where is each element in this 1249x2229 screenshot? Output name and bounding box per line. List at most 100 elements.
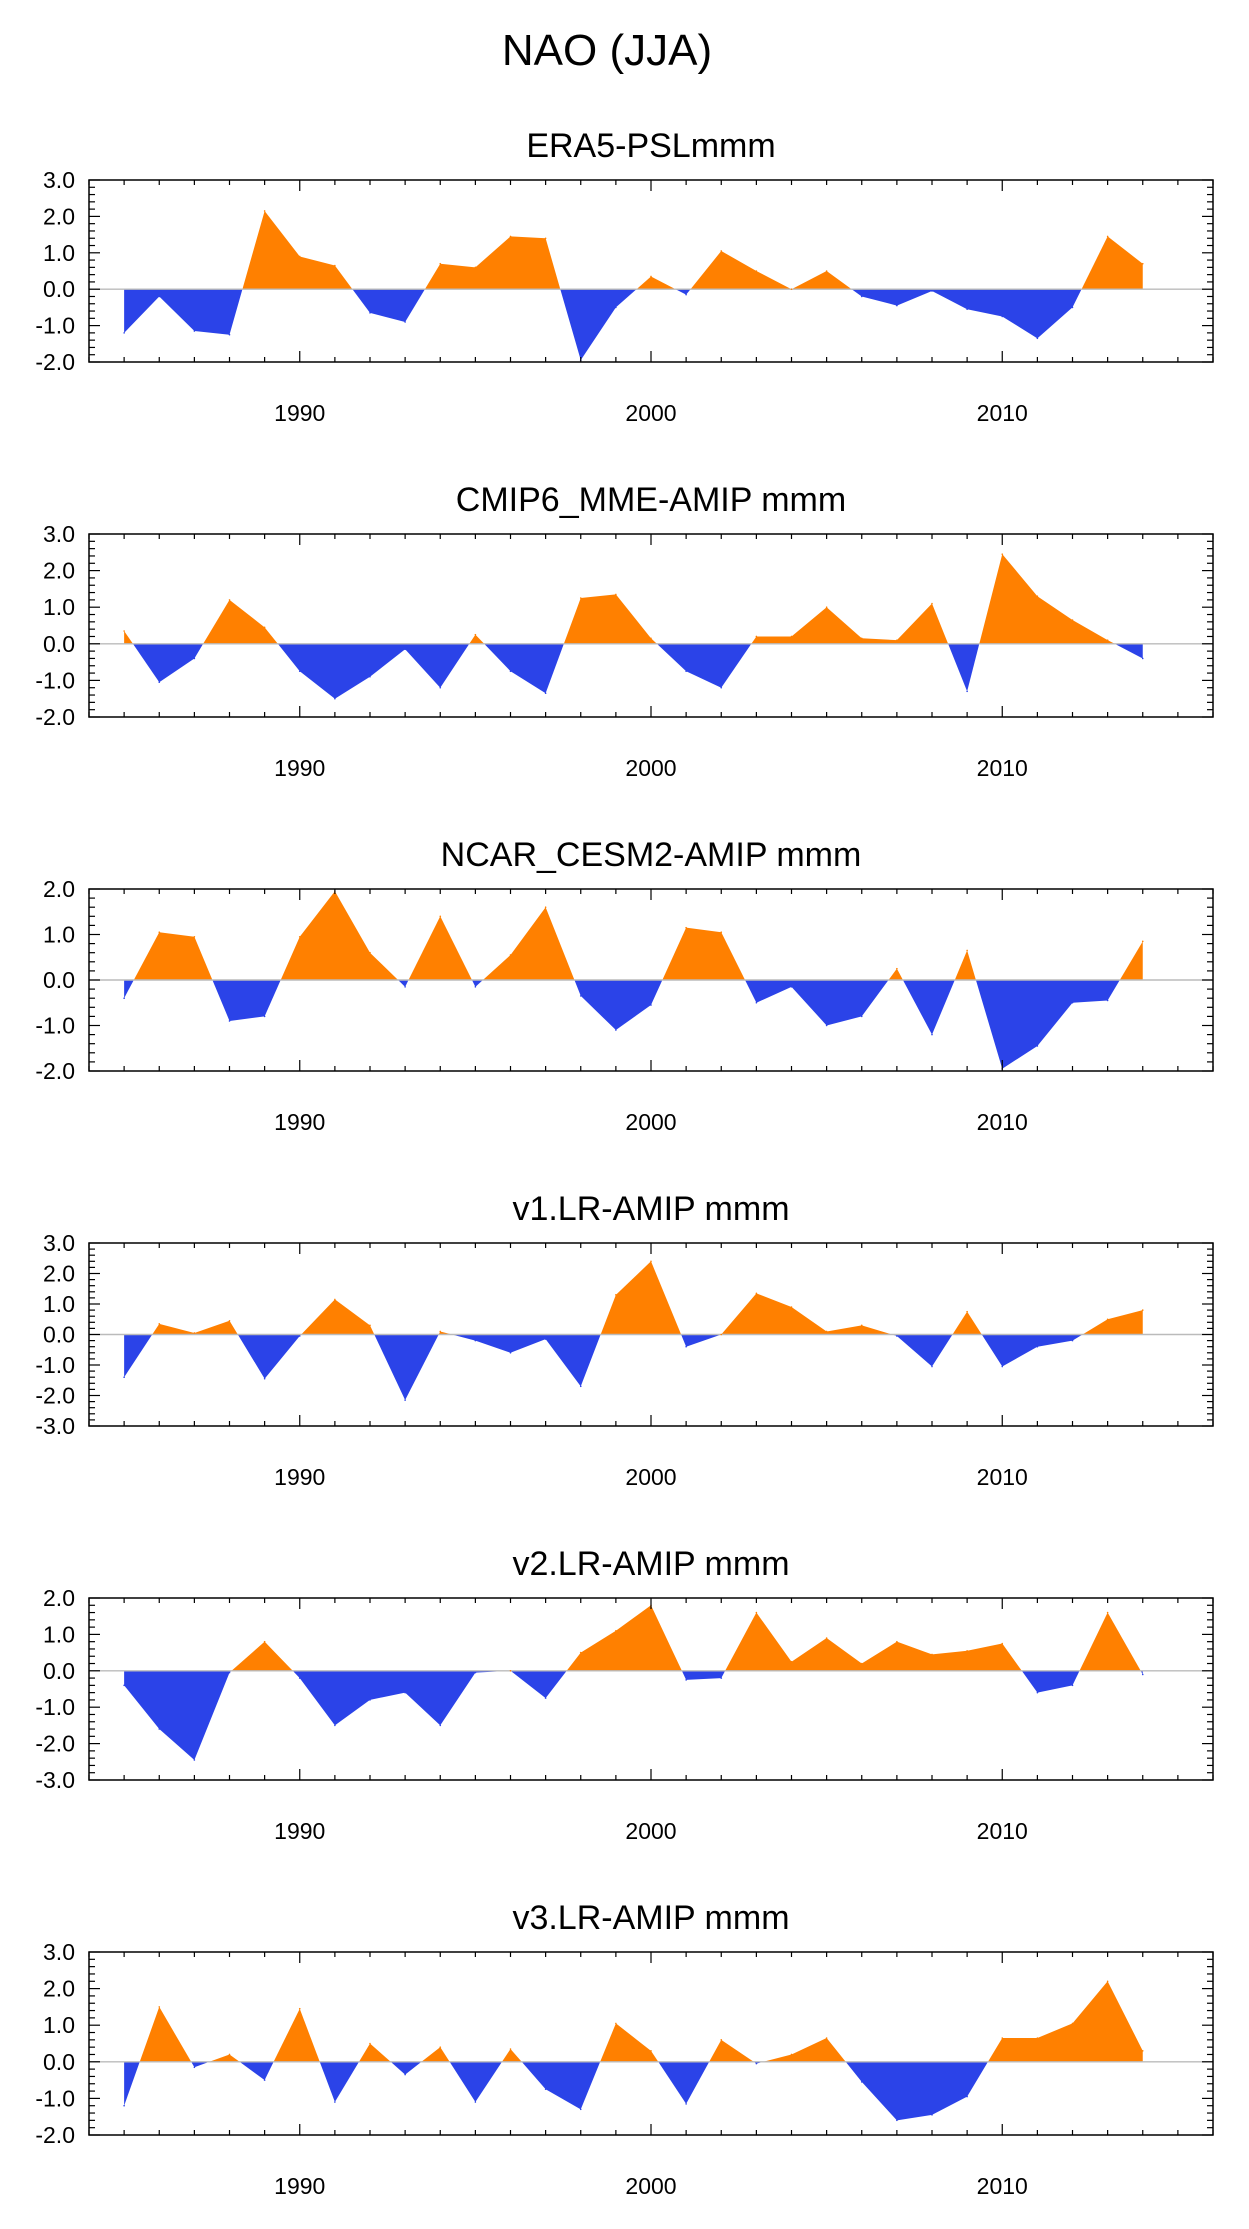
y-tick-label: -3.0: [35, 1767, 75, 1793]
negative-area: [471, 980, 483, 987]
data-point: [1036, 1691, 1039, 1694]
negative-area: [124, 1334, 153, 1378]
positive-area: [1081, 236, 1143, 290]
data-point: [685, 293, 687, 296]
negative-area: [237, 1334, 302, 1379]
negative-area: [851, 289, 1082, 339]
x-ticks: [88, 889, 1214, 1071]
positive-area: [408, 916, 472, 980]
data-point: [509, 954, 512, 956]
data-point: [825, 2037, 828, 2039]
data-points: [123, 1604, 1144, 1761]
data-point: [298, 2007, 301, 2010]
x-tick-label: 2000: [625, 2173, 676, 2199]
data-point: [263, 210, 266, 212]
positive-area: [280, 891, 399, 980]
data-point: [158, 2006, 161, 2008]
data-point: [263, 1015, 266, 1018]
data-point: [755, 2062, 758, 2065]
data-point: [966, 1310, 968, 1313]
data-point: [158, 295, 161, 298]
data-point: [1071, 1001, 1074, 1004]
data-point: [1036, 1345, 1039, 1348]
positive-area: [954, 950, 976, 980]
y-tick-labels: 3.0 2.0 1.0 0.0 -1.0 -2.0: [35, 521, 75, 730]
x-ticks: [88, 1243, 1214, 1426]
y-tick-label: 2.0: [43, 876, 75, 902]
data-point: [1141, 1673, 1144, 1676]
panel-title: NCAR_CESM2-AMIP mmm: [441, 836, 862, 874]
data-point: [193, 330, 196, 332]
data-point: [404, 1399, 406, 1401]
positive-area: [424, 236, 561, 290]
data-point: [263, 2079, 266, 2081]
positive-area: [133, 932, 213, 980]
panel-6: v3.LR-AMIP mmm 3.0 2.0 1.0 0.0 -1.0 -2.0 1990 20…: [35, 1899, 1214, 2199]
positive-area: [209, 2054, 240, 2062]
data-point: [123, 1376, 125, 1378]
data-point: [931, 602, 933, 605]
data-point: [298, 935, 301, 938]
data-point: [369, 1699, 371, 1701]
data-points: [123, 1980, 1144, 2122]
x-tick-labels: 1990 2000 2010: [274, 1818, 1028, 1844]
positive-area: [888, 968, 903, 980]
negative-area: [451, 1334, 601, 1387]
data-point: [966, 690, 968, 693]
negative-area: [975, 980, 1120, 1069]
data-point: [193, 657, 196, 660]
data-points: [123, 210, 1144, 361]
positive-area: [987, 1981, 1143, 2062]
y-tick-label: 1.0: [43, 1621, 75, 1647]
negative-area: [239, 2061, 274, 2081]
data-point: [720, 931, 723, 934]
data-point: [755, 1001, 758, 1004]
y-ticks: [89, 1951, 1213, 2136]
x-tick-label: 1990: [274, 1109, 325, 1135]
data-point: [474, 986, 477, 988]
y-ticks: [89, 1597, 1213, 1781]
data-point: [509, 235, 512, 238]
y-ticks: [89, 179, 1213, 363]
data-point: [158, 681, 161, 684]
positive-area: [709, 2039, 754, 2062]
data-point: [404, 1691, 406, 1694]
data-point: [720, 2039, 723, 2041]
data-point: [298, 670, 301, 673]
data-point: [123, 997, 125, 999]
data-point: [966, 2095, 968, 2098]
data-point: [685, 670, 687, 673]
negative-area: [319, 2061, 360, 2103]
data-point: [228, 1671, 231, 1674]
panel-title: ERA5-PSLmmm: [526, 127, 775, 165]
positive-area: [1082, 1310, 1143, 1335]
data-point: [579, 597, 582, 599]
negative-area: [212, 980, 281, 1021]
negative-area: [1114, 643, 1143, 659]
y-tick-labels: 3.0 2.0 1.0 0.0 -1.0 -2.0 -3.0: [35, 1230, 75, 1439]
panels: ERA5-PSLmmm 3.0 2.0 1.0 0.0 -1.0 -2.0 1990 2000 2…: [35, 127, 1214, 2199]
data-point: [579, 1651, 582, 1654]
y-tick-label: -1.0: [35, 1013, 75, 1039]
x-tick-label: 2010: [977, 2173, 1028, 2199]
data-points: [123, 1260, 1144, 1401]
y-tick-label: 3.0: [43, 167, 75, 193]
y-ticks: [89, 1242, 1213, 1427]
data-point: [685, 926, 687, 929]
negative-area: [390, 2061, 422, 2075]
data-point: [263, 626, 266, 629]
data-point: [650, 275, 652, 278]
positive-area: [979, 554, 1115, 644]
data-point: [544, 2088, 547, 2091]
data-point: [615, 593, 617, 596]
y-tick-label: 0.0: [43, 2049, 75, 2075]
data-point: [825, 1024, 828, 1027]
panel-title: v2.LR-AMIP mmm: [512, 1545, 789, 1583]
data-point: [544, 906, 547, 908]
y-tick-label: 2.0: [43, 558, 75, 584]
y-tick-label: -1.0: [35, 313, 75, 339]
data-point: [334, 264, 336, 267]
data-point: [896, 304, 898, 307]
data-point: [615, 2022, 617, 2025]
